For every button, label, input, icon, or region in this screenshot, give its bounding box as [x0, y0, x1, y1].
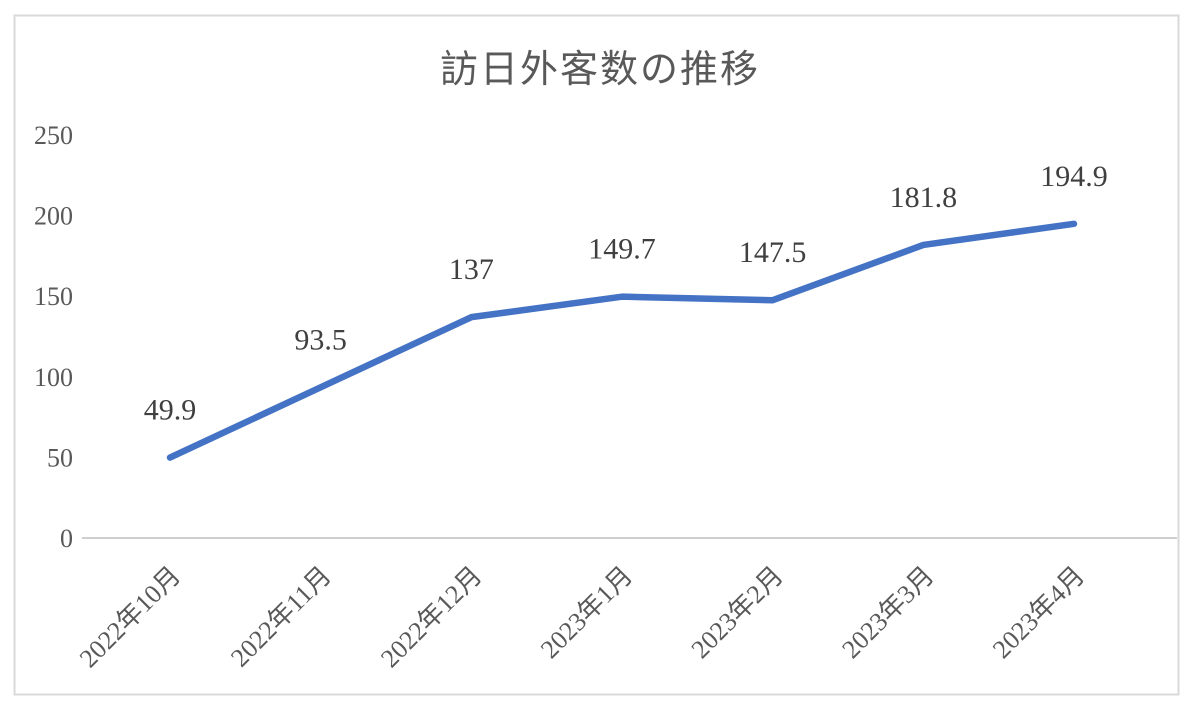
y-axis-labels: 0 50 100 150 200 250 [34, 121, 73, 553]
y-axis-tick-label: 250 [34, 121, 73, 150]
data-point-label: 147.5 [739, 236, 807, 269]
y-axis-tick-label: 200 [34, 202, 73, 231]
chart-border [13, 14, 1180, 696]
y-axis-tick-label: 0 [60, 524, 73, 553]
data-point-label: 149.7 [588, 233, 656, 266]
data-point-label: 137 [449, 253, 494, 286]
series-line [166, 220, 1078, 461]
data-point-label: 93.5 [294, 323, 347, 356]
y-axis-tick-label: 50 [47, 443, 73, 472]
data-point-label: 49.9 [144, 394, 197, 427]
data-labels: 49.9 93.5 137 149.7 147.5 181.8 194.9 [144, 160, 1108, 427]
chart-title: 訪日外客数の推移 [440, 49, 760, 91]
y-axis-tick-label: 100 [34, 363, 73, 392]
y-axis-tick-label: 150 [34, 282, 73, 311]
data-point-label: 181.8 [890, 181, 958, 214]
data-point-label: 194.9 [1040, 160, 1108, 193]
